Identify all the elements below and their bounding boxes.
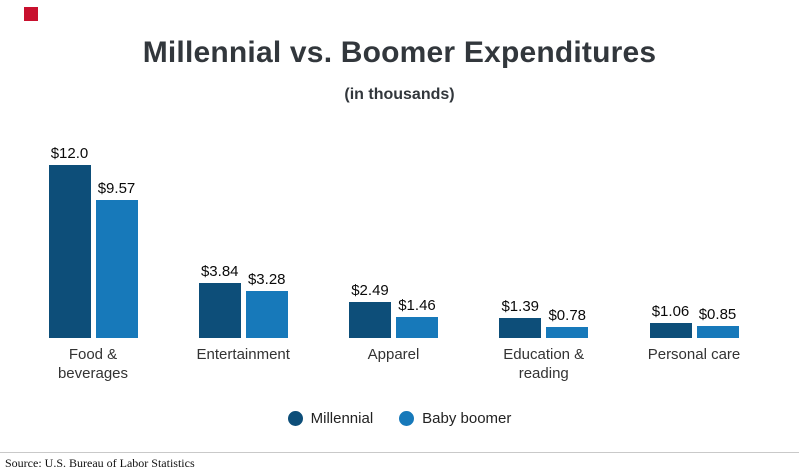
legend-dot-millennial — [287, 411, 303, 426]
category-label: Food & beverages — [57, 346, 129, 382]
category-label: Personal care — [647, 346, 741, 363]
bar-wrap-millennial: $1.06 — [649, 303, 692, 338]
bar-group: $2.49 $1.46 Apparel — [319, 142, 469, 384]
chart-title: Millennial vs. Boomer Expenditures — [142, 36, 657, 69]
bar-wrap-millennial: $2.49 — [349, 282, 391, 338]
bar-chart: $12.0 $9.57 Food & beverages $3.84 $3.28 Ente… — [18, 142, 769, 384]
footer-divider — [0, 452, 799, 453]
bar-value-label: $12.0 — [50, 145, 89, 162]
bar-value-label: $1.46 — [398, 297, 436, 314]
bar-value-label: $3.84 — [200, 263, 239, 280]
legend-label: Baby boomer — [422, 410, 512, 427]
bar-value-label: $2.49 — [351, 282, 389, 299]
bar-group: $1.39 $0.78 Education & reading — [469, 142, 619, 384]
bar-millennial — [649, 323, 692, 338]
bar-baby-boomer — [696, 326, 739, 338]
bar-wrap-baby-boomer: $1.46 — [396, 297, 438, 338]
bar-wrap-millennial: $3.84 — [198, 263, 241, 338]
bar-baby-boomer — [245, 291, 288, 338]
bar-pair: $1.39 $0.78 — [499, 142, 589, 338]
bar-baby-boomer — [546, 327, 589, 338]
legend-item-baby-boomer: Baby boomer — [399, 410, 511, 427]
bar-group: $3.84 $3.28 Entertainment — [168, 142, 318, 384]
bar-wrap-millennial: $12.0 — [48, 145, 91, 338]
bar-group: $12.0 $9.57 Food & beverages — [18, 142, 168, 384]
bar-wrap-baby-boomer: $3.28 — [245, 271, 288, 338]
bar-wrap-baby-boomer: $9.57 — [95, 180, 138, 338]
category-label: Education & reading — [503, 346, 585, 382]
bar-millennial — [349, 302, 391, 338]
bar-baby-boomer — [396, 317, 438, 338]
legend-item-millennial: Millennial — [287, 410, 374, 427]
bar-value-label: $0.85 — [698, 306, 737, 323]
bar-pair: $1.06 $0.85 — [649, 142, 739, 338]
bar-group: $1.06 $0.85 Personal care — [619, 142, 769, 384]
bar-value-label: $1.39 — [501, 298, 540, 315]
bar-value-label: $1.06 — [651, 303, 690, 320]
category-label: Entertainment — [196, 346, 290, 363]
bar-pair: $3.84 $3.28 — [198, 142, 288, 338]
bar-value-label: $3.28 — [247, 271, 286, 288]
category-label: Apparel — [367, 346, 420, 363]
bar-pair: $12.0 $9.57 — [48, 142, 138, 338]
bar-value-label: $9.57 — [97, 180, 136, 197]
bar-millennial — [48, 165, 91, 338]
legend-label: Millennial — [310, 410, 374, 427]
chart-subtitle: (in thousands) — [344, 86, 455, 103]
source-attribution: Source: U.S. Bureau of Labor Statistics — [5, 456, 195, 470]
logo-red-square-icon — [24, 7, 38, 21]
bar-baby-boomer — [95, 200, 138, 338]
chart-legend: Millennial Baby boomer — [0, 410, 799, 427]
bar-value-label: $0.78 — [548, 307, 587, 324]
bar-wrap-millennial: $1.39 — [499, 298, 542, 338]
bar-millennial — [499, 318, 542, 338]
bar-millennial — [198, 283, 241, 338]
legend-dot-baby-boomer — [399, 411, 415, 426]
bar-wrap-baby-boomer: $0.78 — [546, 307, 589, 338]
bar-wrap-baby-boomer: $0.85 — [696, 306, 739, 338]
bar-pair: $2.49 $1.46 — [349, 142, 438, 338]
